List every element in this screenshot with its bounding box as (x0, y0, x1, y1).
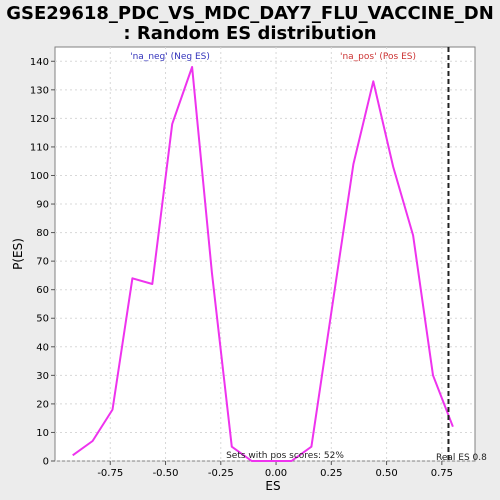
x-tick-label: 0.50 (375, 468, 397, 479)
x-axis-label: ES (265, 479, 280, 493)
y-tick-label: 130 (30, 85, 49, 96)
y-tick-label: 100 (30, 171, 49, 182)
y-tick-label: 70 (36, 257, 49, 268)
x-tick-label: 0.75 (431, 468, 453, 479)
y-tick-label: 120 (30, 114, 49, 125)
y-tick-label: 80 (36, 228, 49, 239)
x-tick-label: 0.25 (320, 468, 342, 479)
y-tick-label: 0 (43, 457, 49, 468)
y-tick-label: 20 (36, 399, 49, 410)
y-tick-label: 110 (30, 142, 49, 153)
y-tick-label: 10 (36, 428, 49, 439)
real-es-label: Real ES 0.8 (436, 453, 487, 463)
y-axis-label: P(ES) (11, 238, 25, 270)
es-distribution-line (72, 66, 454, 462)
chart-title-line-1: GSE29618_PDC_VS_MDC_DAY7_FLU_VACCINE_DN (6, 3, 494, 24)
x-tick-label: -0.25 (208, 468, 234, 479)
pos-scores-note: Sets with pos scores: 52% (226, 451, 344, 461)
y-tick-label: 60 (36, 285, 49, 296)
chart-title-line-2: : Random ES distribution (123, 23, 376, 44)
pos-es-label: 'na_pos' (Pos ES) (340, 52, 416, 62)
axes: -0.75 -0.50 -0.25 0.00 0.25 0.50 0.75 0 10 20 30 40… (30, 57, 453, 479)
plot-area (54, 46, 476, 462)
x-tick-label: 0.00 (265, 468, 287, 479)
y-tick-label: 90 (36, 200, 49, 211)
y-tick-label: 140 (30, 57, 49, 68)
x-tick-label: -0.75 (97, 468, 123, 479)
y-tick-label: 50 (36, 314, 49, 325)
y-tick-label: 40 (36, 342, 49, 353)
series-layer (72, 66, 454, 462)
neg-es-label: 'na_neg' (Neg ES) (130, 52, 210, 62)
y-tick-label: 30 (36, 371, 49, 382)
x-tick-label: -0.50 (153, 468, 179, 479)
